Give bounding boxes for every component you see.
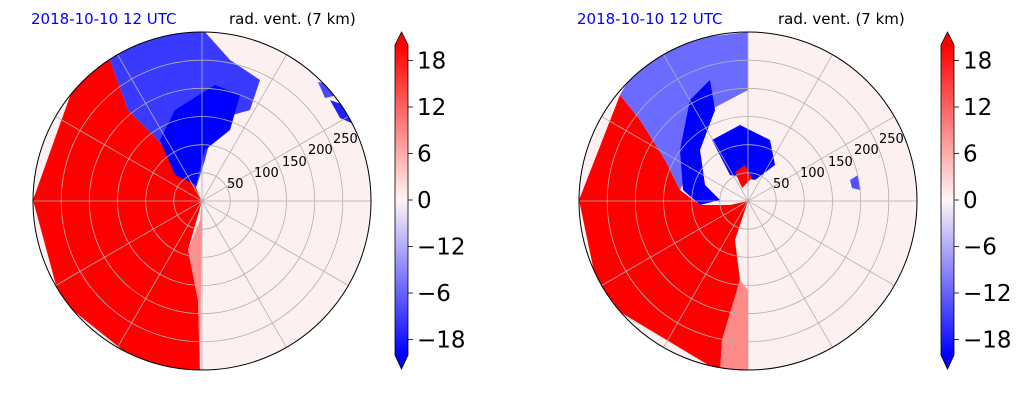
colorbar-left: 18 12 6 0 −12 −6 −18 — [394, 31, 466, 370]
ring-label-200-right: 200 — [854, 143, 879, 158]
title-date-left: 2018-10-10 12 UTC — [31, 10, 177, 28]
ring-label-50-left: 50 — [227, 177, 244, 192]
title-variable-right: rad. vent. (7 km) — [778, 10, 905, 28]
ring-label-150-left: 150 — [282, 155, 307, 170]
polar-grid-left — [33, 32, 371, 370]
colorbar-extend-bottom-right — [941, 355, 954, 369]
polar-grid-right — [579, 32, 917, 370]
field-positive-west-right — [579, 95, 748, 370]
polar-map-right: 2018-10-10 12 UTC rad. vent. (7 km) — [577, 10, 1012, 371]
field-negative-nw-right — [620, 32, 748, 190]
field-negative-ne-right — [850, 175, 860, 190]
title-variable-left: rad. vent. (7 km) — [229, 10, 356, 28]
colorbar-tick-label: 0 — [963, 188, 978, 214]
ring-label-200-left: 200 — [308, 143, 333, 158]
colorbar-tick-label: −12 — [417, 235, 466, 261]
colorbar-tick-label: 6 — [417, 142, 432, 168]
colorbar-ticks-right: 18 12 6 0 −6 −12 −18 — [954, 49, 1012, 354]
colorbar-right: 18 12 6 0 −6 −12 −18 — [940, 31, 1012, 370]
colorbar-tick-label: −12 — [963, 281, 1012, 307]
colorbar-extend-top-right — [941, 32, 954, 45]
title-date-right: 2018-10-10 12 UTC — [577, 10, 723, 28]
colorbar-tick-label: −6 — [963, 235, 997, 261]
colorbar-body-left — [395, 45, 408, 355]
ring-label-100-right: 100 — [800, 166, 825, 181]
colorbar-tick-label: 0 — [417, 188, 432, 214]
colorbar-tick-label: 18 — [417, 49, 446, 75]
colorbar-tick-label: −18 — [963, 328, 1012, 354]
ring-label-150-right: 150 — [828, 155, 853, 170]
field-negative-arc-right — [680, 80, 720, 205]
colorbar-tick-label: −18 — [417, 328, 466, 354]
ring-label-100-left: 100 — [254, 166, 279, 181]
colorbar-tick-label: 12 — [417, 95, 446, 121]
field-negative-core-left — [160, 85, 240, 185]
colorbar-tick-label: 12 — [963, 95, 992, 121]
field-weak-positive-left — [188, 201, 202, 370]
colorbar-extend-top-left — [395, 32, 408, 45]
colorbar-extend-bottom-left — [395, 355, 408, 369]
colorbar-tick-label: −6 — [417, 281, 451, 307]
field-weak-positive-right — [720, 280, 748, 370]
colorbar-tick-label: 6 — [963, 142, 978, 168]
polar-map-left: 2018-10-10 12 UTC rad. vent. (7 km) — [31, 10, 466, 371]
polar-frame-left — [32, 31, 372, 371]
polar-frame-right — [578, 31, 918, 371]
colorbar-body-right — [941, 45, 954, 355]
colorbar-ticks-left: 18 12 6 0 −12 −6 −18 — [408, 49, 466, 354]
ring-label-250-right: 250 — [879, 132, 904, 147]
colorbar-tick-label: 18 — [963, 49, 992, 75]
ring-label-50-right: 50 — [773, 177, 790, 192]
ring-label-250-left: 250 — [333, 132, 358, 147]
